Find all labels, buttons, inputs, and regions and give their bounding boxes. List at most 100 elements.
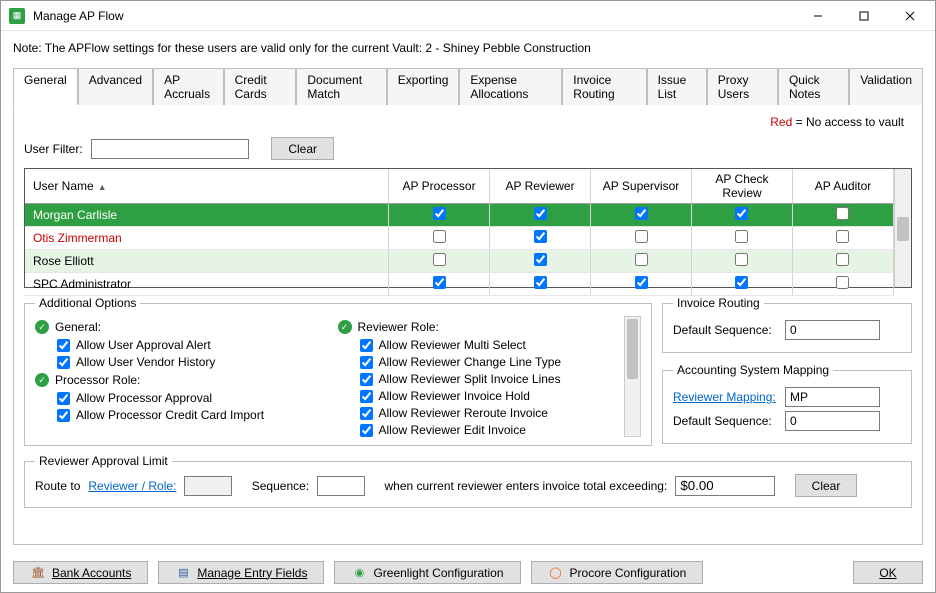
close-button[interactable] [887,1,933,30]
role-checkbox[interactable] [836,276,849,289]
option-checkbox[interactable] [57,356,70,369]
reviewer-mapping-link[interactable]: Reviewer Mapping: [673,390,777,404]
user-filter-input[interactable] [91,139,249,159]
column-header[interactable]: AP Check Review [692,169,793,204]
option-checkbox[interactable] [57,392,70,405]
bank-accounts-icon: 🏛 [30,565,46,581]
reviewer-mapping-input[interactable] [785,387,880,407]
tab-proxy-users[interactable]: Proxy Users [707,68,778,105]
ir-default-sequence-label: Default Sequence: [673,323,777,337]
table-row[interactable]: Otis Zimmerman [25,227,894,250]
role-checkbox[interactable] [534,253,547,266]
option-label: Allow Processor Approval [76,391,212,405]
option-item[interactable]: Allow User Vendor History [57,355,314,369]
table-row[interactable]: Morgan Carlisle [25,204,894,227]
option-checkbox[interactable] [360,407,373,420]
role-checkbox[interactable] [735,207,748,220]
option-label: Allow User Approval Alert [76,338,211,352]
role-checkbox[interactable] [635,276,648,289]
role-checkbox[interactable] [635,230,648,243]
user-grid-table[interactable]: User Name▲AP ProcessorAP ReviewerAP Supe… [25,169,894,296]
option-item[interactable]: Allow Reviewer Split Invoice Lines [360,372,617,386]
ok-button[interactable]: OK [853,561,923,584]
table-row[interactable]: Rose Elliott [25,250,894,273]
tab-quick-notes[interactable]: Quick Notes [778,68,849,105]
role-checkbox[interactable] [836,207,849,220]
tab-expense-allocations[interactable]: Expense Allocations [459,68,562,105]
role-checkbox[interactable] [433,276,446,289]
role-checkbox[interactable] [433,230,446,243]
role-checkbox[interactable] [635,253,648,266]
column-header[interactable]: AP Reviewer [490,169,591,204]
option-item[interactable]: Allow Reviewer Edit Invoice [360,423,617,437]
tab-issue-list[interactable]: Issue List [647,68,707,105]
maximize-button[interactable] [841,1,887,30]
column-header[interactable]: AP Processor [389,169,490,204]
greenlight-config-button[interactable]: ◉ Greenlight Configuration [334,561,520,584]
procore-config-button[interactable]: ◯ Procore Configuration [531,561,704,584]
ral-sequence-input[interactable] [317,476,365,496]
tab-exporting[interactable]: Exporting [387,68,460,105]
tab-validation[interactable]: Validation [849,68,923,105]
minimize-button[interactable] [795,1,841,30]
role-checkbox[interactable] [836,253,849,266]
option-item[interactable]: Allow Processor Approval [57,391,314,405]
window-buttons [795,1,933,30]
column-header[interactable]: AP Supervisor [591,169,692,204]
role-checkbox[interactable] [836,230,849,243]
bank-accounts-button[interactable]: 🏛 Bank Accounts [13,561,148,584]
tab-general[interactable]: General [13,68,78,105]
asm-default-sequence-input[interactable] [785,411,880,431]
ir-default-sequence-input[interactable] [785,320,880,340]
option-item[interactable]: Allow User Approval Alert [57,338,314,352]
ral-reviewer-role-input[interactable] [184,476,232,496]
grid-scrollbar[interactable] [894,169,911,287]
checkbox-cell [792,204,893,227]
ral-clear-button[interactable]: Clear [795,474,858,497]
role-checkbox[interactable] [534,207,547,220]
role-checkbox[interactable] [735,230,748,243]
role-checkbox[interactable] [433,207,446,220]
ral-amount-input[interactable] [675,476,775,496]
option-checkbox[interactable] [57,339,70,352]
tab-advanced[interactable]: Advanced [78,68,153,105]
role-checkbox[interactable] [735,276,748,289]
tab-credit-cards[interactable]: Credit Cards [224,68,297,105]
role-checkbox[interactable] [534,230,547,243]
option-item[interactable]: Allow Processor Credit Card Import [57,408,314,422]
column-header[interactable]: User Name▲ [25,169,389,204]
option-label: Allow Reviewer Edit Invoice [379,423,526,437]
column-header[interactable]: AP Auditor [792,169,893,204]
tab-invoice-routing[interactable]: Invoice Routing [562,68,646,105]
tab-ap-accruals[interactable]: AP Accruals [153,68,224,105]
option-checkbox[interactable] [360,373,373,386]
option-item[interactable]: Allow Reviewer Multi Select [360,338,617,352]
options-scrollbar-thumb[interactable] [627,319,638,379]
role-checkbox[interactable] [534,276,547,289]
bottom-bar: 🏛 Bank Accounts ▤ Manage Entry Fields ◉ … [1,553,935,592]
role-checkbox[interactable] [735,253,748,266]
option-checkbox[interactable] [360,424,373,437]
option-item[interactable]: Allow Reviewer Invoice Hold [360,389,617,403]
options-scrollbar[interactable] [624,316,641,437]
ral-reviewer-role-link[interactable]: Reviewer / Role: [88,479,176,493]
grid-scrollbar-thumb[interactable] [897,217,909,241]
table-row[interactable]: SPC Administrator [25,273,894,296]
option-label: Allow User Vendor History [76,355,215,369]
clear-filter-button[interactable]: Clear [271,137,334,160]
checkbox-cell [792,250,893,273]
checkbox-cell [591,250,692,273]
option-checkbox[interactable] [360,390,373,403]
tab-document-match[interactable]: Document Match [296,68,386,105]
role-checkbox[interactable] [433,253,446,266]
option-checkbox[interactable] [360,339,373,352]
content: GeneralAdvancedAP AccrualsCredit CardsDo… [1,61,935,553]
role-checkbox[interactable] [635,207,648,220]
manage-entry-fields-button[interactable]: ▤ Manage Entry Fields [158,561,324,584]
option-item[interactable]: Allow Reviewer Reroute Invoice [360,406,617,420]
sort-asc-icon: ▲ [98,182,107,192]
option-checkbox[interactable] [360,356,373,369]
option-checkbox[interactable] [57,409,70,422]
option-item[interactable]: Allow Reviewer Change Line Type [360,355,617,369]
right-column: Invoice Routing Default Sequence: Accoun… [662,296,912,446]
